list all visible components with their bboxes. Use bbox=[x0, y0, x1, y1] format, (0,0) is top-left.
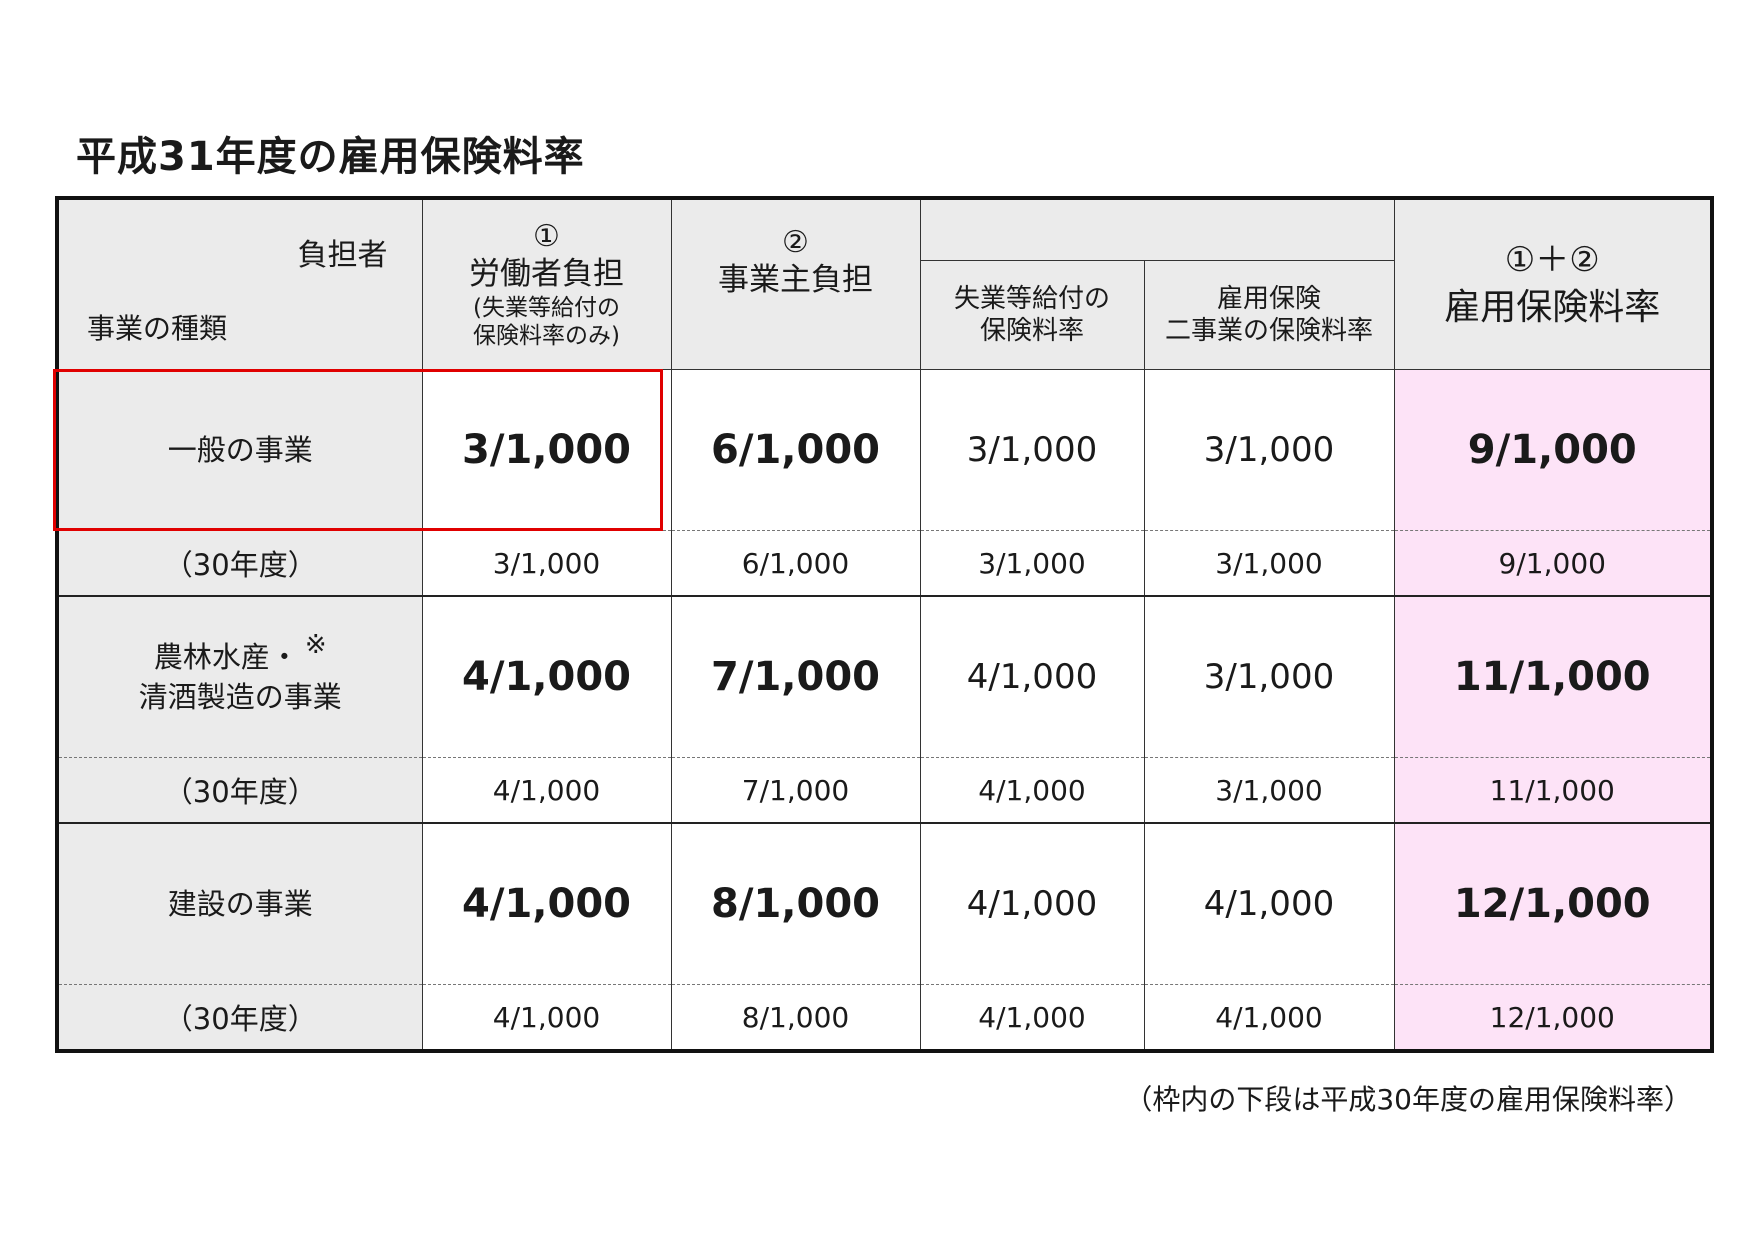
prev-total-rate-cell: 11/1,000 bbox=[1393, 757, 1713, 824]
prev-rate-cell: 4/1,000 bbox=[421, 984, 672, 1052]
employer-burden-label: 事業主負担 bbox=[718, 262, 873, 298]
worker-burden-note-1: (失業等給付の bbox=[473, 294, 620, 321]
note-mark: ※ bbox=[304, 630, 327, 660]
insurance-rate-table: 負担者 事業の種類 ① 労働者負担 (失業等給付の 保険料率のみ) ② 事業主負… bbox=[55, 196, 1714, 1053]
rate-cell: 4/1,000 bbox=[421, 595, 672, 758]
two-programs-rate-header: 雇用保険 二事業の保険料率 bbox=[1143, 260, 1395, 370]
table-row: 一般の事業 3/1,000 6/1,000 3/1,000 3/1,000 9/… bbox=[56, 369, 1713, 531]
rate-cell: 4/1,000 bbox=[919, 822, 1145, 985]
rate-cell: 3/1,000 bbox=[1143, 369, 1395, 531]
worker-burden-header: ① 労働者負担 (失業等給付の 保険料率のみ) bbox=[421, 197, 672, 370]
prev-rate-cell: 3/1,000 bbox=[1143, 757, 1395, 824]
business-type-name: 一般の事業 bbox=[167, 433, 313, 467]
employer-breakdown-header bbox=[919, 197, 1395, 261]
circled-sum-label: ①＋② bbox=[1504, 239, 1600, 280]
worker-burden-label: 労働者負担 bbox=[469, 255, 624, 292]
employer-burden-header: ② 事業主負担 bbox=[670, 197, 921, 370]
rate-cell: 4/1,000 bbox=[421, 822, 672, 985]
rate-cell: 7/1,000 bbox=[670, 595, 921, 758]
rate-cell: 3/1,000 bbox=[1143, 595, 1395, 758]
total-rate-cell: 9/1,000 bbox=[1393, 369, 1713, 531]
rate-cell: 6/1,000 bbox=[670, 369, 921, 531]
prev-rate-cell: 8/1,000 bbox=[670, 984, 921, 1052]
prev-rate-cell: 3/1,000 bbox=[919, 530, 1145, 597]
prev-rate-cell: 7/1,000 bbox=[670, 757, 921, 824]
prev-total-rate-cell: 9/1,000 bbox=[1393, 530, 1713, 597]
rate-cell: 8/1,000 bbox=[670, 822, 921, 985]
unemployment-benefit-rate-line1: 失業等給付の bbox=[953, 284, 1110, 314]
unemployment-benefit-rate-line2: 保険料率 bbox=[979, 316, 1084, 346]
prev-rate-cell: 4/1,000 bbox=[919, 984, 1145, 1052]
footnote: （枠内の下段は平成30年度の雇用保険料率） bbox=[1124, 1083, 1692, 1116]
two-programs-rate-line1: 雇用保険 bbox=[1216, 284, 1321, 314]
prev-rate-cell: 4/1,000 bbox=[919, 757, 1145, 824]
prev-rate-cell: 3/1,000 bbox=[421, 530, 672, 597]
business-type-cell: 一般の事業 bbox=[56, 369, 423, 531]
prev-rate-cell: 4/1,000 bbox=[1143, 984, 1395, 1052]
header-corner-cell: 負担者 事業の種類 bbox=[56, 197, 423, 370]
two-programs-rate-line2: 二事業の保険料率 bbox=[1164, 316, 1373, 346]
previous-year-label: （30年度） bbox=[56, 530, 423, 597]
rate-cell: 3/1,000 bbox=[421, 369, 672, 531]
business-type-cell: 農林水産・ ※ 清酒製造の事業 bbox=[56, 595, 423, 758]
rate-cell: 4/1,000 bbox=[1143, 822, 1395, 985]
total-rate-cell: 11/1,000 bbox=[1393, 595, 1713, 758]
previous-year-label: （30年度） bbox=[56, 757, 423, 824]
circled-two-label: ② bbox=[782, 225, 809, 260]
circled-one-label: ① bbox=[533, 218, 560, 254]
total-rate-cell: 12/1,000 bbox=[1393, 822, 1713, 985]
worker-burden-note-2: 保険料率のみ) bbox=[473, 322, 620, 349]
business-type-cell: 建設の事業 bbox=[56, 822, 423, 985]
business-type-name: 建設の事業 bbox=[167, 887, 313, 921]
total-rate-label: 雇用保険料率 bbox=[1444, 286, 1661, 328]
page-title: 平成31年度の雇用保険料率 bbox=[76, 134, 585, 180]
business-type-name-line2: 清酒製造の事業 bbox=[138, 680, 342, 714]
rate-cell: 3/1,000 bbox=[919, 369, 1145, 531]
rate-cell: 4/1,000 bbox=[919, 595, 1145, 758]
table-row: 農林水産・ ※ 清酒製造の事業 4/1,000 7/1,000 4/1,000 3… bbox=[56, 595, 1713, 758]
prev-rate-cell: 6/1,000 bbox=[670, 530, 921, 597]
business-type-label: 事業の種類 bbox=[87, 312, 228, 345]
total-rate-header: ①＋② 雇用保険料率 bbox=[1393, 197, 1713, 370]
table-row-previous-year: （30年度） 4/1,000 7/1,000 4/1,000 3/1,000 1… bbox=[56, 757, 1713, 824]
previous-year-label: （30年度） bbox=[56, 984, 423, 1052]
table-row: 建設の事業 4/1,000 8/1,000 4/1,000 4/1,000 12… bbox=[56, 822, 1713, 985]
prev-total-rate-cell: 12/1,000 bbox=[1393, 984, 1713, 1052]
header-row-2: 失業等給付の 保険料率 雇用保険 二事業の保険料率 bbox=[57, 260, 1712, 370]
header-row-1: 負担者 事業の種類 ① 労働者負担 (失業等給付の 保険料率のみ) ② 事業主負… bbox=[56, 197, 1713, 370]
business-type-name: 農林水産・ bbox=[153, 640, 299, 674]
prev-rate-cell: 3/1,000 bbox=[1143, 530, 1395, 597]
burden-label: 負担者 bbox=[297, 238, 388, 273]
table-row-previous-year: （30年度） 4/1,000 8/1,000 4/1,000 4/1,000 1… bbox=[56, 984, 1713, 1052]
table-row-previous-year: （30年度） 3/1,000 6/1,000 3/1,000 3/1,000 9… bbox=[56, 530, 1713, 597]
unemployment-benefit-rate-header: 失業等給付の 保険料率 bbox=[919, 260, 1145, 370]
prev-rate-cell: 4/1,000 bbox=[421, 757, 672, 824]
